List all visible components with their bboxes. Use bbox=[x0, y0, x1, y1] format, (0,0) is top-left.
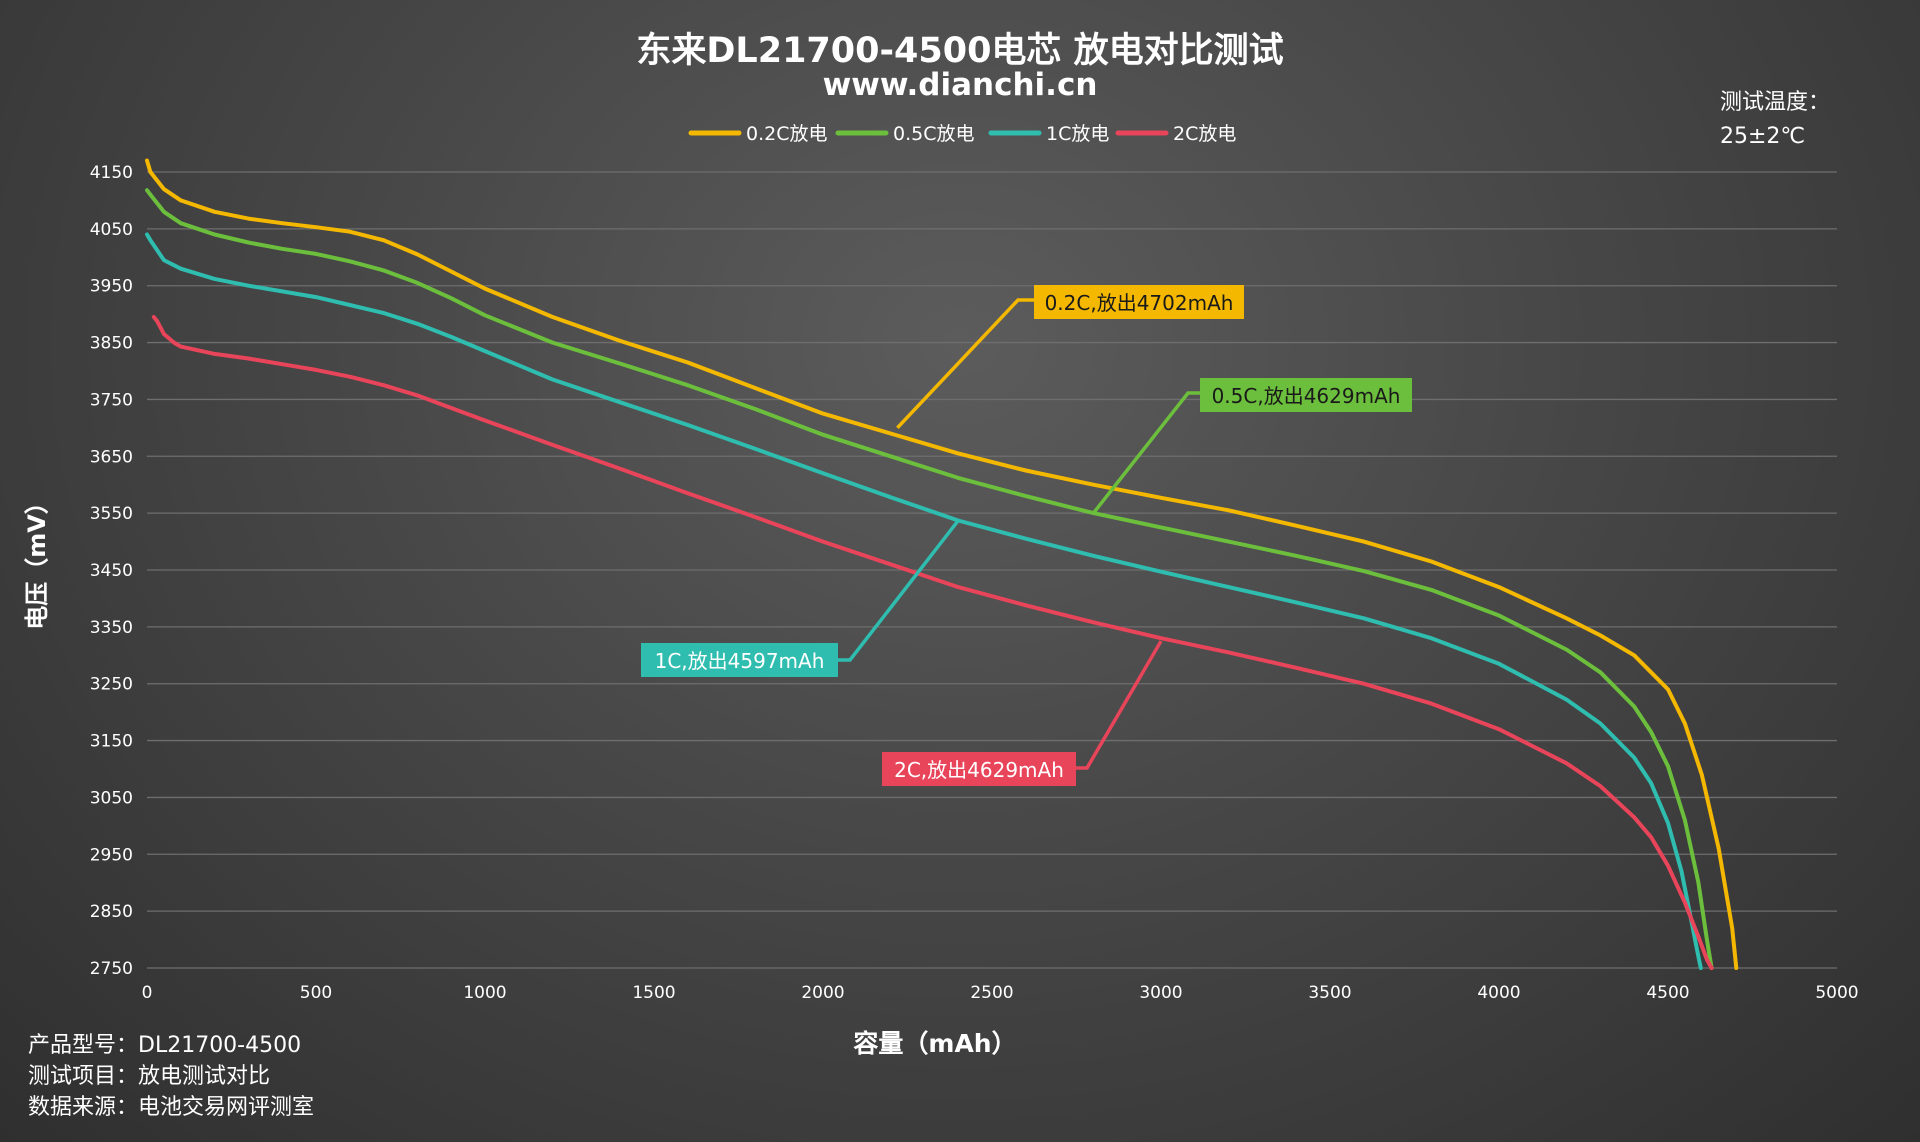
x-tick-label: 500 bbox=[300, 983, 332, 1003]
chart-title: 东来DL21700-4500电芯 放电对比测试 bbox=[636, 31, 1284, 71]
annotation-leader-2 bbox=[838, 519, 960, 662]
legend-label-3: 2C放电 bbox=[1173, 123, 1236, 145]
y-tick-label: 3350 bbox=[90, 618, 133, 638]
y-tick-label: 3150 bbox=[90, 732, 133, 752]
x-tick-label: 1500 bbox=[632, 983, 675, 1003]
annotation-box-3 bbox=[882, 752, 1076, 786]
y-tick-label: 4050 bbox=[90, 220, 133, 240]
y-tick-label: 3050 bbox=[90, 788, 133, 808]
annotation-box-1 bbox=[1200, 378, 1412, 412]
annotation-label-1: 0.5C,放出4629mAh bbox=[1212, 384, 1401, 408]
y-tick-label: 3950 bbox=[90, 277, 133, 297]
x-tick-label: 0 bbox=[142, 983, 153, 1003]
annotation-leader-1 bbox=[1092, 391, 1200, 515]
y-tick-label: 4150 bbox=[90, 163, 133, 183]
legend: 0.2C放电 0.5C放电 1C放电 2C放电 bbox=[688, 123, 1236, 145]
annotation-box-2 bbox=[641, 643, 838, 677]
x-tick-label: 4500 bbox=[1646, 983, 1689, 1003]
legend-label-1: 0.5C放电 bbox=[893, 123, 974, 145]
y-tick-label: 3250 bbox=[90, 675, 133, 695]
info-line-source: 数据来源：电池交易网评测室 bbox=[28, 1095, 315, 1120]
info-line-model: 产品型号：DL21700-4500 bbox=[28, 1033, 302, 1058]
y-tick-label: 3750 bbox=[90, 390, 133, 410]
y-tick-label: 2750 bbox=[90, 959, 133, 979]
temperature-note: 测试温度： 25±2℃ bbox=[1720, 86, 1830, 154]
annotation-box-0 bbox=[1034, 285, 1244, 319]
series-line-2 bbox=[145, 232, 1703, 970]
x-tick-label: 2500 bbox=[970, 983, 1013, 1003]
series-lines bbox=[145, 158, 1739, 970]
grid-lines bbox=[147, 171, 1837, 969]
legend-label-2: 1C放电 bbox=[1046, 123, 1109, 145]
annotation-leader-0 bbox=[896, 298, 1034, 430]
y-tick-label: 3650 bbox=[90, 447, 133, 467]
series-line-1 bbox=[145, 188, 1714, 970]
y-tick-label: 3550 bbox=[90, 504, 133, 524]
x-axis-label: 容量（mAh） bbox=[853, 1029, 1016, 1058]
info-line-item: 测试项目：放电测试对比 bbox=[28, 1064, 271, 1089]
annotation-label-3: 2C,放出4629mAh bbox=[894, 758, 1064, 782]
x-tick-label: 3000 bbox=[1139, 983, 1182, 1003]
annotation-label-2: 1C,放出4597mAh bbox=[655, 649, 825, 673]
series-annotations: 0.2C,放出4702mAh 0.5C,放出4629mAh 1C,放出4597mAh… bbox=[641, 285, 1412, 786]
info-block: 产品型号：DL21700-4500 测试项目：放电测试对比 数据来源：电池交易网… bbox=[28, 1030, 314, 1123]
y-tick-label: 3850 bbox=[90, 334, 133, 354]
x-tick-label: 4000 bbox=[1477, 983, 1520, 1003]
y-tick-label: 3450 bbox=[90, 561, 133, 581]
annotation-label-0: 0.2C,放出4702mAh bbox=[1045, 291, 1234, 315]
y-axis-label: 电压（mV） bbox=[23, 490, 51, 630]
x-tick-label: 2000 bbox=[801, 983, 844, 1003]
series-line-0 bbox=[145, 158, 1739, 970]
y-tick-label: 2850 bbox=[90, 902, 133, 922]
temperature-value: 25±2℃ bbox=[1720, 124, 1806, 149]
annotation-leader-3 bbox=[1076, 640, 1163, 770]
x-tick-labels: 0 500 1000 1500 2000 2500 3000 3500 4000 4500 5000 bbox=[142, 983, 1859, 1003]
x-tick-label: 1000 bbox=[463, 983, 506, 1003]
y-tick-labels: 4150 4050 3950 3850 3750 3650 3550 3450 3350 3250… bbox=[90, 163, 133, 979]
x-tick-label: 5000 bbox=[1815, 983, 1858, 1003]
y-tick-label: 2950 bbox=[90, 845, 133, 865]
series-line-3 bbox=[151, 315, 1714, 970]
temperature-label: 测试温度： bbox=[1720, 90, 1831, 115]
chart-subtitle: www.dianchi.cn bbox=[822, 67, 1098, 103]
legend-label-0: 0.2C放电 bbox=[746, 123, 827, 145]
x-tick-label: 3500 bbox=[1308, 983, 1351, 1003]
